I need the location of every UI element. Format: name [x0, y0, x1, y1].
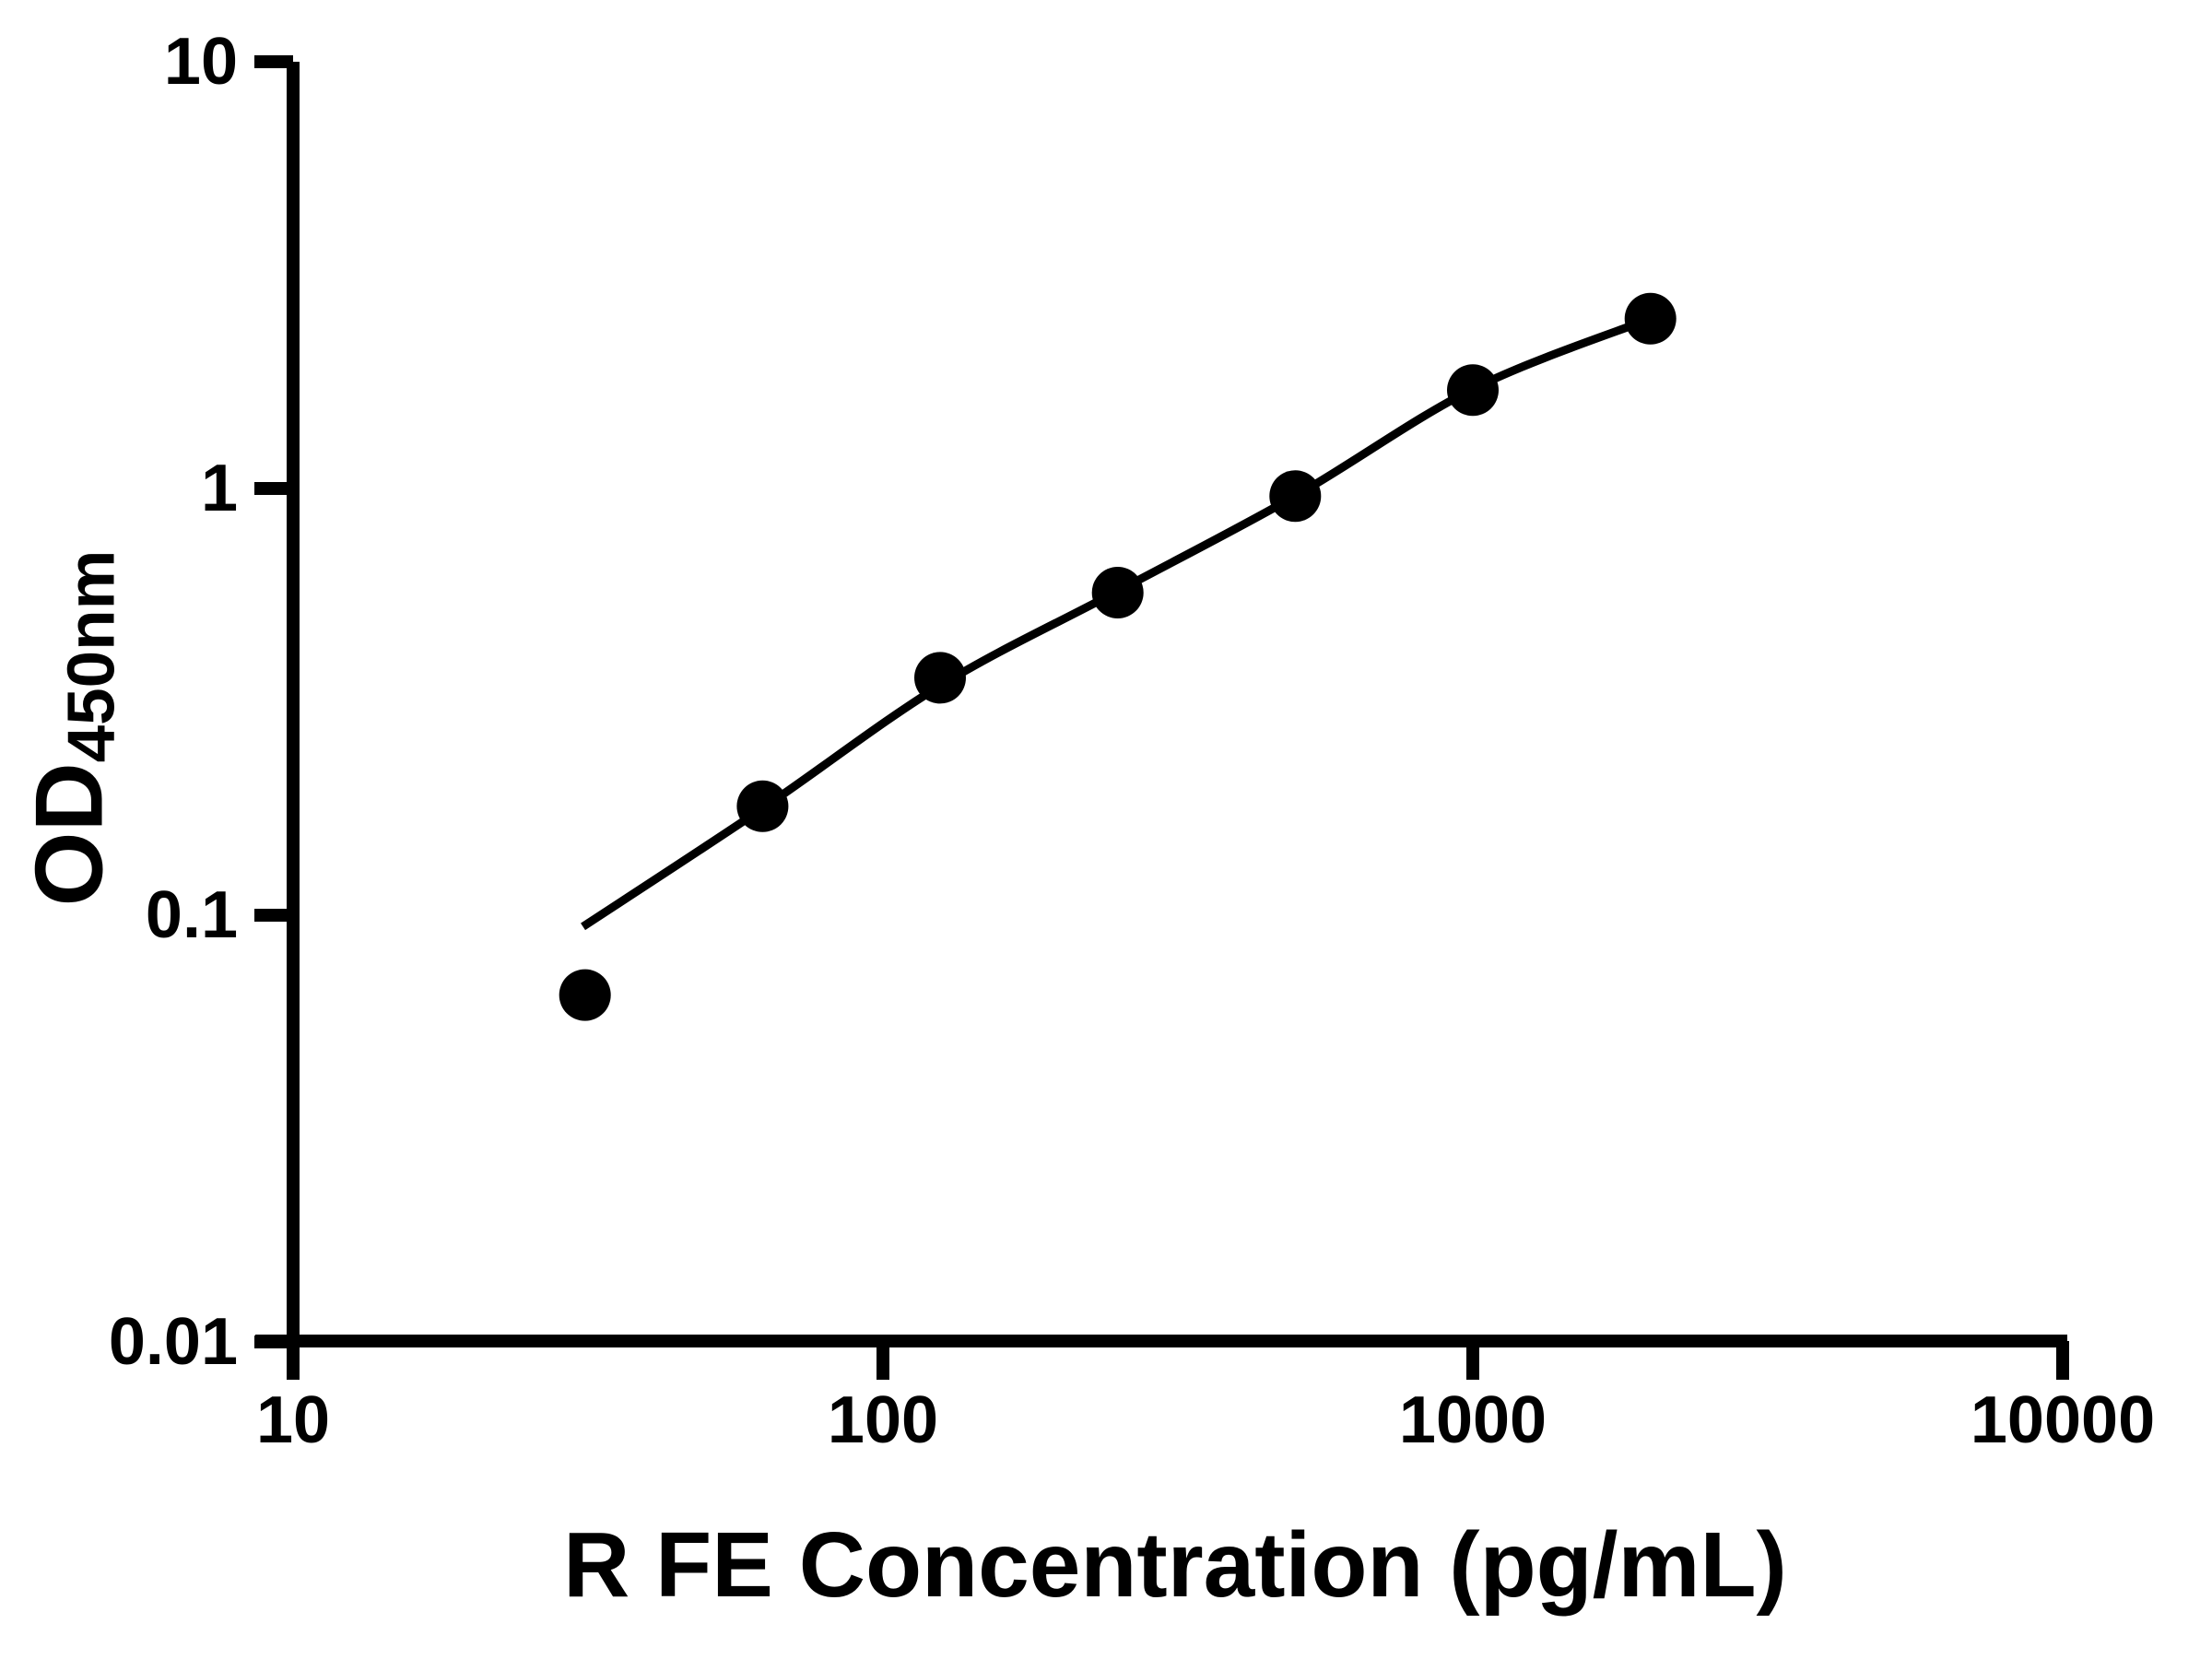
x-tick-label-10000: 10000: [1970, 1383, 2156, 1457]
y-tick-label-0.1: 0.1: [145, 878, 238, 952]
data-point: [1091, 567, 1144, 618]
y-axis-title: OD450nm: [17, 549, 129, 907]
y-tick-label-10: 10: [163, 25, 238, 99]
x-axis-title: R FE Concentration (pg/mL): [563, 1513, 1787, 1617]
fitted-curve: [581, 314, 1653, 931]
x-tick-label-100: 100: [827, 1383, 939, 1457]
x-tick-label-1000: 1000: [1398, 1383, 1547, 1457]
data-point: [559, 969, 611, 1021]
data-point: [1269, 470, 1322, 523]
data-point: [736, 780, 789, 832]
data-point: [1624, 292, 1677, 345]
y-tick-label-1: 1: [200, 452, 238, 525]
data-point: [914, 652, 966, 704]
y-axis-title-sub: 450nm: [53, 549, 129, 763]
y-tick-label-0.01: 0.01: [108, 1305, 238, 1379]
x-tick-label-10: 10: [255, 1383, 331, 1457]
data-point: [1447, 364, 1499, 417]
